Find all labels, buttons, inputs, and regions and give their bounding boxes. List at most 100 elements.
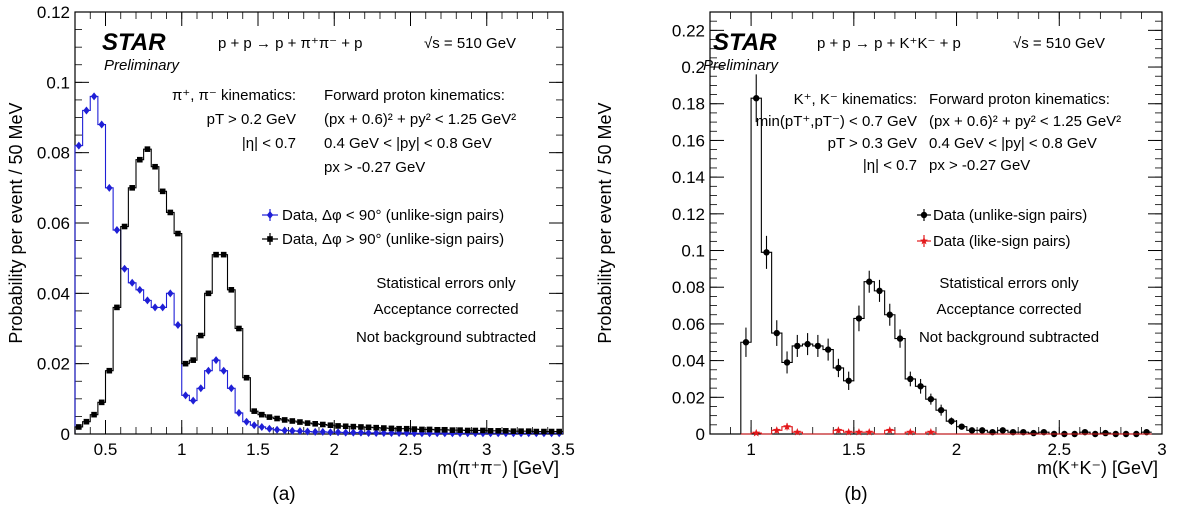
data-point bbox=[876, 287, 883, 295]
data-point bbox=[442, 426, 448, 433]
data-point bbox=[190, 357, 196, 363]
x-tick-label: 0.5 bbox=[94, 440, 118, 459]
data-point bbox=[866, 278, 873, 285]
data-point bbox=[886, 311, 893, 318]
data-point bbox=[906, 427, 915, 436]
data-point bbox=[742, 339, 750, 346]
data-point bbox=[113, 226, 121, 235]
data-point bbox=[304, 427, 311, 436]
proton-kinematics-line: (px + 0.6)² + py² < 1.25 GeV² bbox=[324, 111, 516, 128]
data-point bbox=[487, 428, 494, 434]
data-point bbox=[844, 427, 853, 436]
y-tick-label: 0.04 bbox=[672, 352, 705, 371]
data-point bbox=[159, 303, 166, 312]
data-point bbox=[259, 411, 265, 418]
y-tick-label: 0.1 bbox=[46, 73, 70, 92]
y-tick-label: 0.02 bbox=[37, 355, 70, 374]
data-point bbox=[75, 141, 83, 150]
data-point bbox=[250, 421, 258, 430]
data-point bbox=[137, 156, 143, 163]
data-point bbox=[896, 335, 904, 342]
data-point bbox=[319, 427, 327, 436]
data-point bbox=[854, 427, 863, 436]
data-point bbox=[312, 421, 318, 427]
y-tick-label: 0 bbox=[696, 425, 705, 444]
data-point bbox=[824, 346, 832, 353]
data-point bbox=[865, 427, 874, 436]
data-point bbox=[311, 427, 319, 436]
data-point bbox=[335, 423, 341, 429]
data-point bbox=[205, 366, 212, 375]
data-point bbox=[783, 422, 792, 431]
data-point bbox=[411, 426, 418, 432]
legend-entry: Data, Δφ > 90° (unlike-sign pairs) bbox=[282, 231, 504, 248]
y-tick-label: 0.12 bbox=[37, 3, 70, 22]
data-point bbox=[926, 427, 935, 436]
data-point bbox=[518, 428, 524, 434]
kaon-kinematics-line: |η| < 0.7 bbox=[863, 157, 917, 174]
data-point bbox=[175, 230, 181, 237]
kaon-kinematics-line: pT > 0.3 GeV bbox=[828, 135, 917, 152]
data-point bbox=[220, 251, 227, 258]
data-point bbox=[495, 428, 501, 434]
data-point bbox=[114, 304, 120, 311]
data-point bbox=[979, 427, 986, 434]
x-tick-label: 2 bbox=[952, 440, 961, 459]
data-point bbox=[885, 426, 894, 434]
proton-kinematics-line: Forward proton kinematics: bbox=[324, 87, 505, 104]
energy-label: √s = 510 GeV bbox=[424, 35, 516, 52]
note-line: Acceptance corrected bbox=[373, 301, 518, 318]
data-point bbox=[804, 340, 811, 348]
data-point bbox=[958, 423, 965, 430]
data-point bbox=[350, 428, 357, 437]
data-point bbox=[380, 428, 388, 437]
data-point bbox=[783, 359, 791, 366]
data-point bbox=[144, 296, 151, 305]
x-axis-label: m(π⁺π⁻) [GeV] bbox=[437, 458, 559, 478]
data-point bbox=[365, 428, 372, 437]
reaction-label: p + p → p + π⁺π⁻ + p bbox=[218, 35, 363, 52]
note-line: Not background subtracted bbox=[356, 329, 536, 346]
proton-kinematics-line: 0.4 GeV < |py| < 0.8 GeV bbox=[324, 135, 492, 152]
data-point bbox=[159, 188, 166, 195]
data-point bbox=[548, 428, 555, 435]
pion-kinematics-line: π⁺, π⁻ kinematics: bbox=[172, 87, 296, 104]
data-point bbox=[83, 418, 90, 425]
data-point bbox=[182, 391, 189, 400]
y-axis-label: Probability per event / 50 MeV bbox=[6, 102, 26, 343]
data-point bbox=[266, 424, 273, 433]
data-point bbox=[772, 426, 781, 434]
data-point bbox=[434, 426, 440, 433]
data-point bbox=[174, 320, 182, 329]
data-point bbox=[152, 163, 158, 170]
x-tick-label: 1.5 bbox=[246, 440, 270, 459]
data-point bbox=[167, 209, 174, 216]
data-point bbox=[243, 417, 250, 426]
y-tick-label: 0.06 bbox=[37, 214, 70, 233]
data-point bbox=[480, 427, 486, 434]
y-tick-label: 0.04 bbox=[37, 284, 70, 303]
y-tick-label: 0.18 bbox=[672, 95, 705, 114]
data-point bbox=[327, 428, 334, 437]
x-axis-label: m(K⁺K⁻) [GeV] bbox=[1037, 458, 1158, 478]
data-point bbox=[365, 424, 372, 431]
data-point bbox=[794, 342, 801, 350]
data-point bbox=[763, 249, 770, 256]
kaon-kinematics-line: K⁺, K⁻ kinematics: bbox=[794, 91, 917, 108]
reaction-label: p + p → p + K⁺K⁻ + p bbox=[817, 35, 961, 52]
data-point bbox=[189, 396, 197, 405]
data-point bbox=[334, 428, 342, 437]
data-point bbox=[358, 424, 364, 430]
data-point bbox=[129, 185, 135, 191]
data-point bbox=[144, 146, 151, 152]
data-point bbox=[357, 428, 365, 437]
proton-kinematics-line: (px + 0.6)² + py² < 1.25 GeV² bbox=[929, 113, 1121, 130]
data-point bbox=[541, 428, 547, 435]
legend-entry: Data (like-sign pairs) bbox=[933, 233, 1071, 250]
panel-caption: (b) bbox=[844, 484, 867, 505]
data-point bbox=[464, 427, 471, 434]
data-point bbox=[917, 383, 924, 390]
x-tick-label: 1 bbox=[746, 440, 755, 459]
x-tick-label: 3 bbox=[1157, 440, 1166, 459]
data-point bbox=[793, 427, 802, 436]
